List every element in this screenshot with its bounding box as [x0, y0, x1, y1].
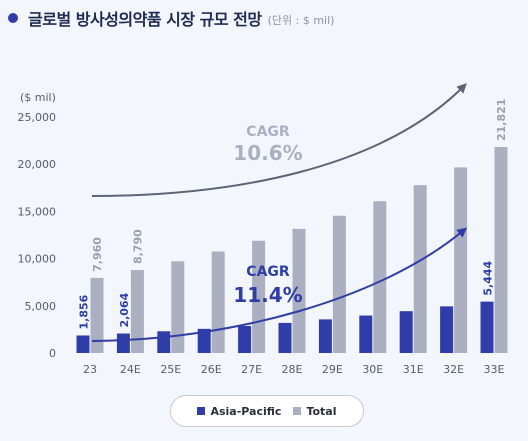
legend-label-asia-pacific: Asia-Pacific	[210, 404, 282, 418]
bar-asia-pacific	[359, 315, 373, 353]
x-tick-label: 27E	[241, 363, 262, 376]
bar-total	[292, 228, 306, 353]
bar-total	[211, 251, 225, 353]
asia-pacific-value-label: 1,856	[78, 294, 91, 329]
y-tick-label: 25,000	[18, 111, 57, 124]
bar-total	[252, 240, 266, 353]
total-value-label: 8,790	[131, 229, 144, 264]
x-tick-label: 28E	[282, 363, 303, 376]
bar-total	[373, 201, 387, 353]
title-row: 글로벌 방사성의약품 시장 규모 전망 (단위 : $ mil)	[8, 6, 334, 30]
y-tick-label: 10,000	[18, 253, 57, 266]
bar-asia-pacific	[157, 331, 171, 353]
asia-pacific-cagr-arrow	[91, 227, 468, 342]
bar-asia-pacific	[76, 335, 90, 353]
x-tick-label: 31E	[403, 363, 424, 376]
bar-asia-pacific	[278, 322, 292, 353]
asia-pacific-cagr-value: 11.4%	[233, 283, 302, 307]
total-cagr-arrow	[91, 83, 467, 197]
x-tick-label: 23	[83, 363, 97, 376]
bar-asia-pacific	[440, 306, 454, 353]
bar-total	[130, 270, 144, 353]
legend-label-total: Total	[306, 404, 337, 418]
bar-asia-pacific	[197, 328, 211, 353]
bar-total	[413, 185, 427, 353]
y-tick-label: 5,000	[25, 300, 57, 313]
total-cagr-label: CAGR	[246, 124, 290, 140]
legend: Asia-Pacific Total	[170, 395, 364, 427]
x-tick-label: 24E	[120, 363, 141, 376]
legend-swatch-asia-pacific	[197, 407, 206, 415]
legend-swatch-total	[293, 407, 302, 415]
y-axis-label: ($ mil)	[20, 91, 56, 104]
x-tick-label: 25E	[160, 363, 181, 376]
bar-asia-pacific	[480, 301, 494, 353]
bar-asia-pacific	[318, 319, 332, 353]
bar-total	[454, 167, 468, 353]
page-title: 글로벌 방사성의약품 시장 규모 전망	[28, 10, 262, 29]
bar-total	[171, 261, 185, 353]
bar-asia-pacific	[238, 326, 252, 353]
x-tick-label: 33E	[484, 363, 505, 376]
y-tick-label: 15,000	[18, 205, 57, 218]
asia-pacific-cagr-label: CAGR	[246, 264, 290, 280]
title-bullet-icon	[8, 13, 18, 23]
y-tick-label: 0	[49, 347, 56, 360]
bar-total	[90, 277, 104, 353]
bar-asia-pacific	[399, 311, 413, 353]
x-tick-label: 30E	[362, 363, 383, 376]
legend-item-asia-pacific: Asia-Pacific	[197, 405, 281, 418]
x-tick-label: 26E	[201, 363, 222, 376]
unit-label: (단위 : $ mil)	[267, 13, 335, 27]
x-tick-label: 32E	[443, 363, 464, 376]
bar-asia-pacific	[116, 333, 130, 353]
x-tick-label: 29E	[322, 363, 343, 376]
total-cagr-value: 10.6%	[233, 141, 302, 165]
bar-total	[332, 215, 346, 353]
bar-total	[494, 147, 508, 353]
total-value-label: 21,821	[495, 99, 508, 141]
asia-pacific-value-label: 2,064	[118, 292, 131, 327]
y-tick-label: 20,000	[18, 158, 57, 171]
total-value-label: 7,960	[91, 237, 104, 272]
legend-item-total: Total	[293, 404, 337, 418]
asia-pacific-value-label: 5,444	[482, 260, 495, 295]
